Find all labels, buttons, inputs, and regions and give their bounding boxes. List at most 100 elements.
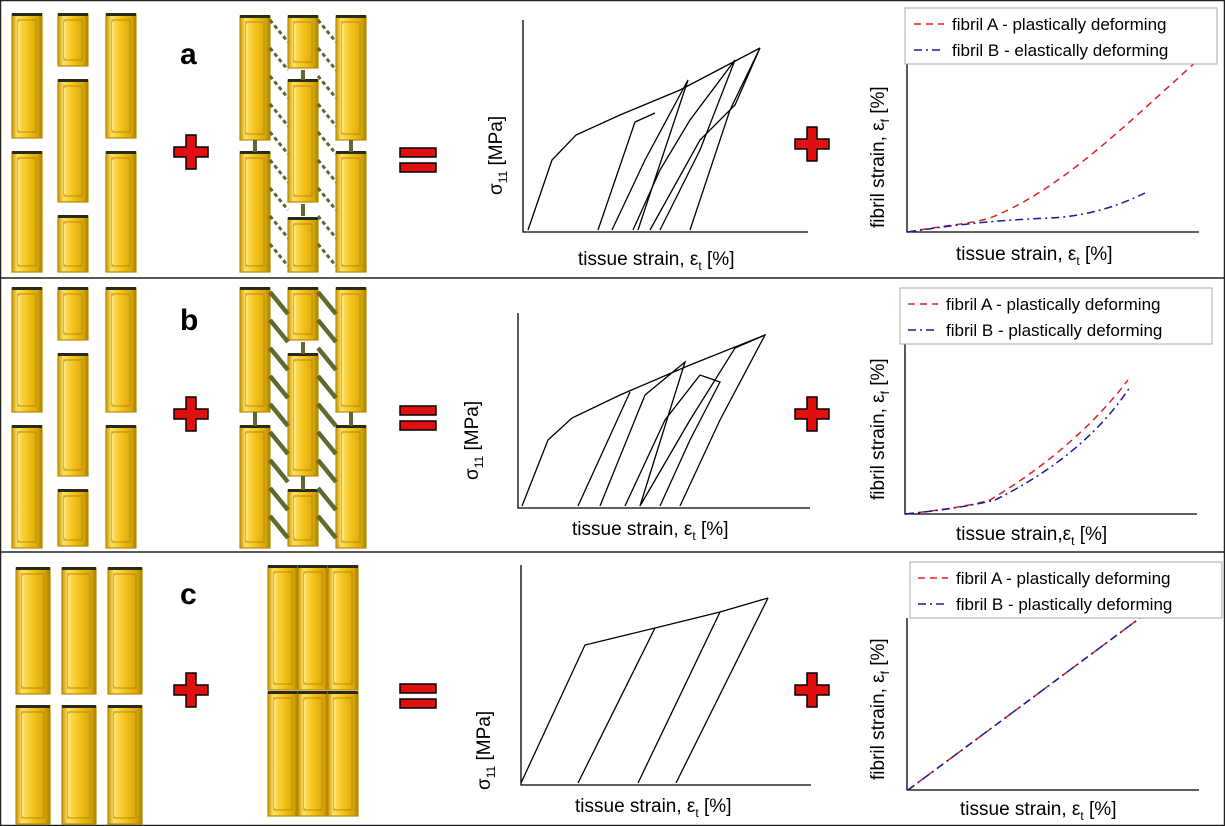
plus-icon-b-2 [794, 396, 830, 432]
mid-fibril-c-3-body [297, 691, 329, 817]
left-fibril-a-5-body [105, 13, 137, 139]
crosslink-a-1-160 [316, 159, 338, 183]
left-fibril-c-2-body [61, 567, 97, 695]
crosslink-b-0-292 [268, 290, 290, 316]
stress-a-unload-3 [632, 59, 736, 231]
fibril-chart-c-legend [909, 561, 1223, 619]
left-fibril-a-6-end-cap [106, 151, 136, 154]
mid-fibril-b-0-end-cap [240, 287, 270, 290]
mid-fibril-b-2-end-cap [288, 287, 318, 290]
mid-fibril-c-3-end-cap [298, 691, 328, 694]
crosslink-b-0-460 [268, 458, 290, 484]
left-fibril-b-5-body [105, 287, 137, 413]
stress-chart-a-ylabel: σ11 [MPa] [486, 116, 510, 195]
left-fibril-a-0 [11, 13, 43, 139]
mid-fibril-a-2 [287, 15, 319, 69]
mid-fibril-a-3-body [287, 79, 319, 203]
panel-label-b: b [180, 304, 198, 337]
mid-fibril-a-4-end-cap [288, 217, 318, 220]
crosslink-b-1-516 [316, 514, 338, 540]
left-fibril-a-3 [57, 79, 89, 203]
left-fibril-b-1 [11, 425, 43, 549]
mid-fibril-b-1 [239, 425, 271, 549]
stress-c-unload-3 [675, 597, 769, 784]
stress-chart-b-curves [517, 313, 810, 509]
plus-icon-b-2-shape [794, 396, 830, 432]
stress-chart-c: σ11 [MPa] tissue strain, εt [%] [474, 565, 811, 820]
mid-fibril-a-1-body [239, 151, 271, 273]
left-fibril-c-4-body [107, 567, 143, 695]
left-fibril-a-4 [57, 215, 89, 273]
mid-fibril-a-5-end-cap [336, 15, 366, 18]
fibril-b-curve-b [905, 386, 1131, 515]
mid-fibril-b-4-end-cap [288, 489, 318, 492]
mid-fibril-c-4-body [327, 565, 359, 691]
crosslink-b-1-320 [316, 318, 338, 344]
mid-fibril-c-1-end-cap [268, 691, 298, 694]
mid-fibril-a-6-body [335, 151, 367, 273]
fibril-chart-c: fibril strain, εf [%] tissue strain, εt … [868, 561, 1223, 823]
mid-fibril-b-6-body [335, 425, 367, 549]
fibril-chart-b-legend [899, 287, 1213, 345]
stress-chart-b-ylabel: σ11 [MPa] [462, 401, 486, 480]
mid-fibril-c-4 [327, 565, 359, 691]
crosslink-a-1-48 [316, 47, 338, 71]
crosslink-a-1-104 [316, 103, 338, 127]
left-fibril-c-3 [61, 705, 97, 825]
left-fibril-b-4-body [57, 489, 89, 547]
mid-fibril-b-1-end-cap [240, 425, 270, 428]
stress-chart-a-xlabel: tissue strain, εt [%] [578, 249, 734, 273]
left-fibril-c-5 [107, 705, 143, 825]
stress-b-axes [517, 313, 810, 509]
fibril-c-axes [906, 618, 1199, 791]
stress-chart-a-curves [522, 20, 808, 233]
crosslink-b-0-488 [268, 486, 290, 512]
mid-fibril-b-3-body [287, 353, 319, 477]
mid-fibril-b-3 [287, 353, 319, 477]
fibril-a-axes [906, 42, 1199, 233]
fibril-chart-c-xlabel: tissue strain, εt [%] [960, 799, 1116, 823]
stress-chart-c-ylabel: σ11 [MPa] [474, 711, 498, 790]
fibril-chart-c-ylabel: fibril strain, εf [%] [868, 638, 892, 780]
left-fibril-a-2 [57, 13, 89, 67]
plus-icon-a-2-shape [794, 126, 830, 162]
left-fibril-b-2-end-cap [58, 287, 88, 290]
crosslink-b-0-432 [268, 430, 290, 456]
crosslink-b-1-460 [316, 458, 338, 484]
left-fibril-b-4 [57, 489, 89, 547]
left-fibril-c-0 [15, 567, 51, 695]
stress-c-axes [520, 565, 811, 786]
left-fibril-a-4-body [57, 215, 89, 273]
fibril-chart-a: fibril strain, εf [%] tissue strain, εt … [868, 7, 1218, 268]
mid-fibril-c-5 [327, 691, 359, 817]
mid-fibril-c-2-body [297, 565, 329, 691]
left-fibril-c-3-body [61, 705, 97, 825]
equals-icon-c-bar-top [399, 683, 437, 694]
stress-b-unload-3 [624, 374, 721, 507]
stress-b-envelope [521, 334, 766, 507]
plus-icon-a-1-shape [173, 134, 209, 170]
left-fibril-a-6 [105, 151, 137, 273]
crosslink-b-0-404 [268, 402, 290, 428]
left-fibril-b-0-end-cap [12, 287, 42, 290]
plus-icon-c-2-shape [794, 672, 830, 708]
mid-fibril-a-2-body [287, 15, 319, 69]
plus-icon-c-1-shape [173, 672, 209, 708]
mid-fibril-a-1-end-cap [240, 151, 270, 154]
mid-fibril-a-2-end-cap [288, 15, 318, 18]
mid-fibril-c-2 [297, 565, 329, 691]
plus-icon-a-2 [794, 126, 830, 162]
crosslink-a-0-76 [268, 75, 290, 99]
plus-icon-b-1-shape [173, 396, 209, 432]
mid-fibril-b-4 [287, 489, 319, 547]
fibril-chart-a-xlabel: tissue strain, εt [%] [956, 244, 1112, 268]
mid-fibril-a-0-body [239, 15, 271, 141]
crosslink-a-1-76 [316, 75, 338, 99]
left-fibril-c-0-end-cap [16, 567, 50, 570]
mid-fibril-c-5-body [327, 691, 359, 817]
mid-fibril-a-0-end-cap [240, 15, 270, 18]
left-fibril-c-2-end-cap [62, 567, 96, 570]
left-fibril-b-6-body [105, 425, 137, 549]
left-fibril-a-4-end-cap [58, 215, 88, 218]
left-fibril-c-4 [107, 567, 143, 695]
